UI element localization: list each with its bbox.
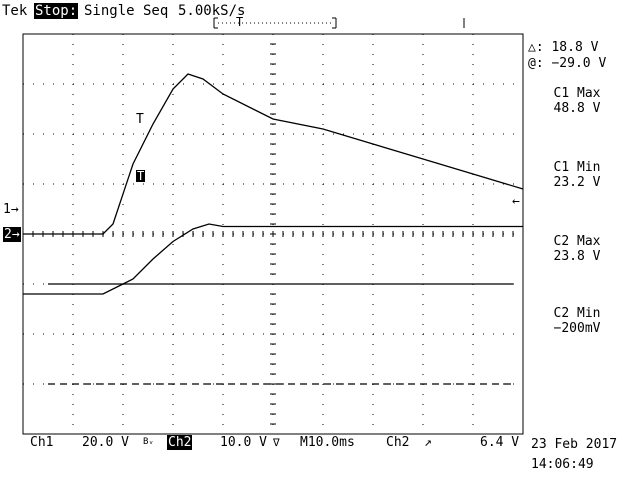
- trigger-source[interactable]: Ch2: [386, 435, 410, 450]
- ch2-reference-marker[interactable]: 2→: [3, 227, 21, 242]
- time: 14:06:49: [531, 457, 594, 472]
- cursor-at: @: −29.0 V: [528, 56, 607, 71]
- acquisition-mode[interactable]: Single Seq: [84, 3, 169, 19]
- bandwidth-limit-icon: Bᵥ: [143, 437, 154, 447]
- acquisition-state[interactable]: Stop:: [34, 3, 79, 19]
- measure-c2-max-label: C2 Max: [553, 234, 601, 249]
- trigger-level[interactable]: 6.4 V: [480, 435, 520, 450]
- measure-c1-max-value: 48.8 V: [553, 101, 601, 116]
- ch1-waveform: [23, 223, 523, 295]
- ch2-waveform: [23, 73, 524, 235]
- brand-label: Tek: [2, 3, 28, 19]
- ch2-trigger-point: T: [136, 169, 146, 183]
- measure-c2-max-value: 23.8 V: [553, 249, 601, 264]
- coupling-icon: ∇: [273, 436, 280, 449]
- ch1-reference-marker[interactable]: 1→: [3, 202, 19, 217]
- trigger-level-marker[interactable]: ←: [512, 194, 520, 209]
- cursor-delta: △: 18.8 V: [528, 40, 599, 55]
- ch1-scale: 20.0 V: [82, 435, 129, 450]
- trigger-position-marker: T: [236, 15, 244, 29]
- ch2-scale: 10.0 V: [220, 435, 267, 450]
- sample-rate: 5.00kS/s: [178, 3, 246, 19]
- timebase[interactable]: M10.0ms: [300, 435, 355, 450]
- trigger-slope-icon: ↗: [424, 435, 432, 450]
- ch1-label[interactable]: Ch1: [30, 435, 54, 450]
- measure-c1-min-value: 23.2 V: [553, 175, 601, 190]
- ch2-label[interactable]: Ch2: [167, 435, 193, 450]
- measure-c1-min-label: C1 Min: [553, 160, 601, 175]
- measure-c2-min-label: C2 Min: [553, 306, 601, 321]
- measure-c1-max-label: C1 Max: [553, 86, 601, 101]
- measure-c2-min-value: −200mV: [553, 321, 601, 336]
- date: 23 Feb 2017: [531, 437, 618, 452]
- ch1-trigger-point: T: [136, 112, 144, 127]
